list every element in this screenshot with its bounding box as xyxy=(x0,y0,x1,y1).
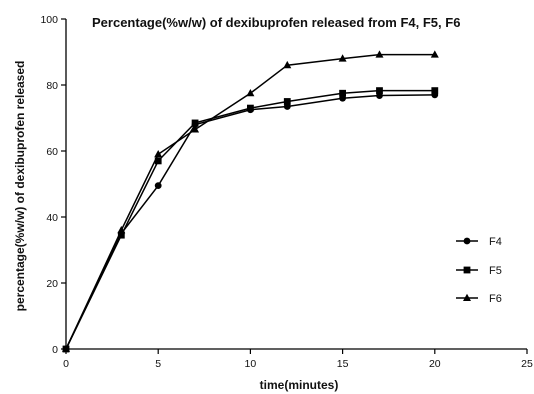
y-tick-label: 80 xyxy=(46,80,58,92)
data-point-f6 xyxy=(117,225,126,234)
legend: F4 F5 F6 xyxy=(456,236,502,305)
x-tick-label: 5 xyxy=(155,358,161,370)
x-axis-label: time(minutes) xyxy=(260,378,339,392)
x-tick-label: 15 xyxy=(337,358,349,370)
chart-title: Percentage(%w/w) of dexibuprofen release… xyxy=(92,15,460,30)
series-line-f4 xyxy=(65,94,435,350)
legend-label-f4: F4 xyxy=(489,236,502,248)
data-point-f6 xyxy=(191,125,200,133)
data-point-f5 xyxy=(376,87,383,95)
plot-area: 0 5 10 15 20 25 0 20 40 60 80 100 xyxy=(40,14,533,370)
data-point-f5 xyxy=(247,104,254,112)
legend-marker-f6 xyxy=(463,293,471,301)
y-tick-label: 0 xyxy=(52,344,58,356)
data-point-f6 xyxy=(154,150,163,158)
y-tick-label: 100 xyxy=(40,14,58,26)
y-tick-label: 40 xyxy=(46,212,58,224)
series-line-f5 xyxy=(65,89,435,350)
x-tick-label: 25 xyxy=(521,358,533,370)
data-point-f5 xyxy=(431,87,439,95)
data-point-f6 xyxy=(246,88,255,97)
y-tick-label: 20 xyxy=(46,278,58,290)
data-point-f5 xyxy=(339,89,346,97)
data-point-f5 xyxy=(154,157,162,165)
data-point-f6 xyxy=(430,50,439,58)
x-tick-label: 20 xyxy=(429,358,441,370)
x-tick-label: 0 xyxy=(63,358,69,370)
legend-marker-f5 xyxy=(463,266,471,274)
legend-label-f5: F5 xyxy=(489,265,502,277)
data-point-f5 xyxy=(283,98,291,105)
data-point-f5 xyxy=(191,119,199,127)
data-point-f6 xyxy=(283,60,292,69)
x-tick-label: 10 xyxy=(245,358,257,370)
legend-label-f6: F6 xyxy=(489,293,502,305)
legend-marker-f4 xyxy=(463,237,471,245)
data-point-f6 xyxy=(375,50,384,58)
y-tick-label: 60 xyxy=(46,146,58,158)
data-point-f6 xyxy=(338,54,347,62)
data-point-f4 xyxy=(154,182,162,190)
data-point-f5 xyxy=(117,231,125,239)
data-point-f6 xyxy=(62,344,70,352)
y-axis-label: percentage(%w/w) of dexibuprofen release… xyxy=(13,61,27,312)
